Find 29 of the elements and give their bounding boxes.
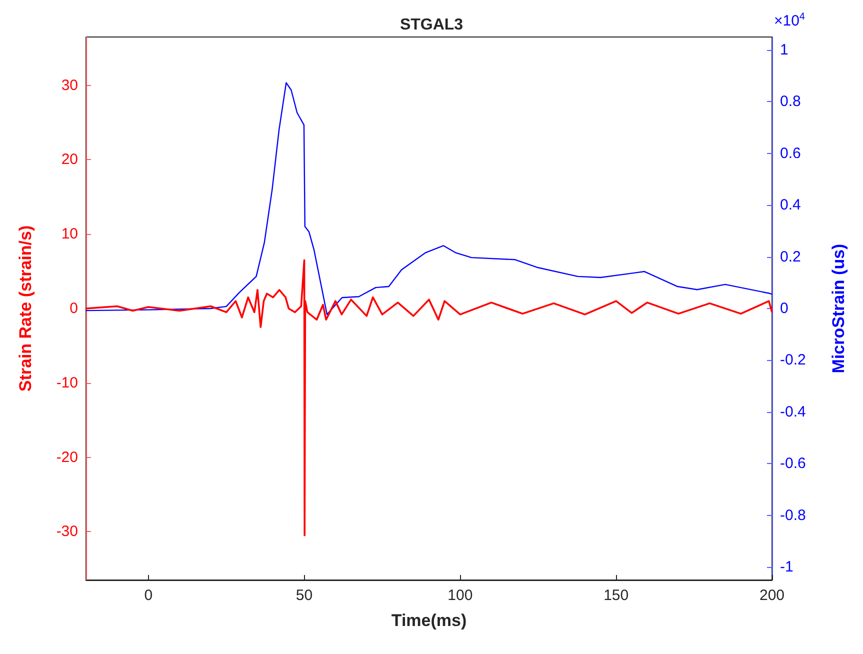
x-axis-title: Time(ms) xyxy=(391,611,467,630)
y2-tick-label: -0.2 xyxy=(780,352,806,369)
line-series xyxy=(85,82,773,316)
y2-axis-title: MicroStrain (us) xyxy=(829,244,848,374)
y-tick-label: 20 xyxy=(61,151,78,168)
y2-tick-label: 0.2 xyxy=(780,248,801,266)
x-tick-label: 150 xyxy=(604,587,629,604)
y2-tick-label: -0.8 xyxy=(780,506,806,524)
y2-tick-label: 0.6 xyxy=(780,144,801,162)
y2-tick-label: -0.6 xyxy=(780,455,806,472)
y-tick-label: -10 xyxy=(56,374,78,392)
y-tick-label: 10 xyxy=(61,226,78,243)
y2-tick-label: 0.4 xyxy=(780,196,801,214)
y2-tick-label: 0.8 xyxy=(780,93,801,110)
x-tick-label: 50 xyxy=(296,587,313,604)
x-tick-label: 200 xyxy=(759,587,785,604)
y-tick-label: 0 xyxy=(70,300,78,317)
line-series xyxy=(85,259,773,536)
y2-tick-label: 1 xyxy=(780,41,788,58)
y-tick-label: -20 xyxy=(56,448,78,466)
chart-title: STGAL3 xyxy=(400,16,464,34)
y2-tick-label: 0 xyxy=(780,300,788,317)
y-tick-label: -30 xyxy=(56,523,78,540)
x-tick-label: 0 xyxy=(144,587,153,604)
y2-tick-label: -0.4 xyxy=(780,403,806,420)
y2-tick-label: -1 xyxy=(780,558,794,576)
y-tick-label: 30 xyxy=(61,76,78,94)
x-tick-label: 100 xyxy=(448,587,473,604)
y-axis-title: Strain Rate (strain/s) xyxy=(16,225,35,392)
